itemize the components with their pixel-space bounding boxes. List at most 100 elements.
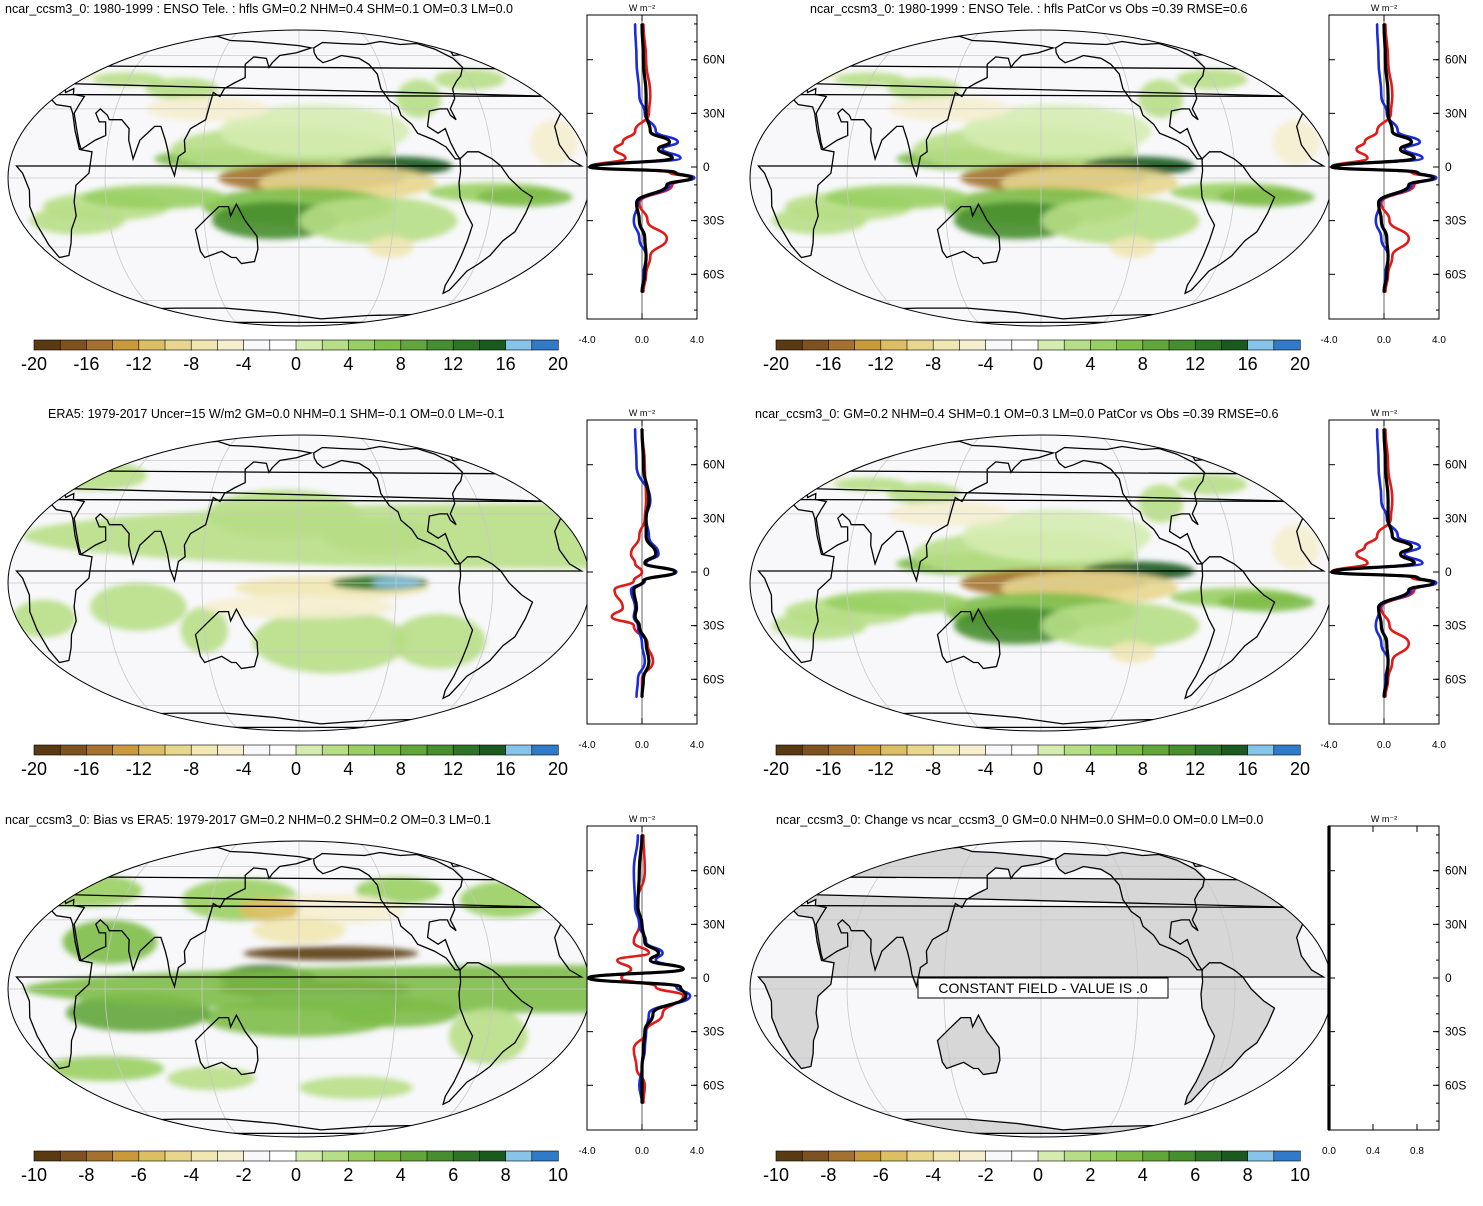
profile-point-obs: [1376, 23, 1379, 25]
colorbar-swatch: [33, 1150, 61, 1162]
profile-point-model: [635, 1066, 638, 1069]
profile-point-difference: [674, 171, 676, 174]
anomaly-blob: [81, 185, 227, 210]
profile-point-difference: [641, 428, 643, 430]
colorbar-swatch: [479, 1150, 507, 1162]
colorbar-swatch: [505, 1150, 533, 1162]
x-tick-label: -4.0: [1320, 335, 1338, 346]
colorbar-swatch: [243, 744, 271, 756]
colorbar: -20 -16 -12 -8 -4 0 4 8 12 16 20: [763, 339, 1310, 374]
anomaly-blob: [823, 185, 969, 210]
profile-point-obs: [638, 94, 641, 97]
longitude-line: [846, 435, 928, 731]
lat-tick-label: 60N: [1445, 864, 1467, 878]
profile-point-difference: [632, 588, 635, 591]
profile-point-difference: [668, 141, 671, 143]
profile-point-model: [643, 869, 646, 872]
colorbar-label: 20: [1290, 759, 1310, 779]
colorbar-swatch: [906, 744, 934, 756]
colorbar-label: -4: [978, 354, 994, 374]
anomaly-blob: [799, 466, 841, 486]
colorbar-swatch: [112, 1150, 140, 1162]
longitude-line: [201, 30, 243, 326]
lat-tick-label: 30N: [703, 917, 725, 931]
profile-point-obs: [689, 994, 692, 997]
zonal-profile: 60N 30N 0 30S 60S -4.0 0.0 4.0 W m⁻²: [578, 408, 725, 751]
profile-point-obs: [693, 176, 696, 179]
profile-point-model: [621, 606, 624, 609]
longitude-line: [355, 841, 397, 1137]
colorbar-swatch: [775, 339, 803, 351]
colorbar-swatch: [1142, 1150, 1170, 1162]
longitude-line: [355, 30, 397, 326]
lat-tick-label: 30N: [1445, 511, 1467, 525]
profile-point-model: [1391, 255, 1394, 258]
profile-point-model: [1413, 588, 1416, 591]
colorbar-swatch: [1142, 744, 1170, 756]
profile-point-difference: [649, 130, 652, 133]
colorbar-swatch: [531, 1150, 559, 1162]
colorbar-swatch: [452, 744, 481, 756]
profile-point-obs: [1418, 546, 1421, 548]
colorbar-swatch: [243, 339, 271, 351]
colorbar-label: 0: [1033, 354, 1043, 374]
colorbar-swatch: [854, 1150, 882, 1162]
coastline-n-america: [313, 851, 464, 971]
lat-tick-label: 0: [703, 971, 710, 985]
anomaly-blob: [44, 1055, 165, 1082]
profile-point-difference: [1377, 606, 1380, 609]
profile-point-difference: [1383, 291, 1385, 294]
colorbar-swatch: [426, 744, 454, 756]
profile-point-obs: [1403, 553, 1406, 556]
profile-point-difference: [641, 696, 643, 699]
colorbar-swatch: [1273, 1150, 1301, 1162]
profile-point-model: [1363, 141, 1366, 143]
profile-point-difference: [641, 1102, 643, 1105]
profile-point-model: [1391, 499, 1394, 502]
colorbar-swatch: [190, 1150, 218, 1162]
colorbar-swatch: [1011, 339, 1039, 351]
x-tick-label: -4.0: [1320, 740, 1338, 751]
profile-point-difference: [1413, 157, 1416, 159]
anomaly-blob: [12, 599, 76, 638]
anomaly-blob: [1138, 484, 1184, 523]
x-tick-label: 0.0: [635, 335, 649, 346]
lat-tick-label: 60N: [703, 864, 725, 878]
profile-point-model: [634, 562, 637, 564]
profile-point-difference: [654, 553, 657, 556]
profile-point-difference: [1383, 696, 1385, 699]
x-tick-label: 0.0: [1377, 335, 1391, 346]
map-area: [8, 30, 590, 326]
profile-point-model: [616, 959, 619, 962]
lat-tick-label: 30S: [1445, 619, 1466, 633]
coastline-australia: [936, 202, 1001, 265]
map-area: [750, 435, 1332, 731]
colorbar-label: 12: [1185, 354, 1205, 374]
lat-tick-label: 30S: [1445, 214, 1466, 228]
colorbar-swatch: [828, 744, 856, 756]
profile-point-model: [1407, 237, 1410, 240]
colorbar-swatch: [59, 339, 88, 351]
profile-point-model: [621, 141, 624, 143]
colorbar-swatch: [164, 744, 192, 756]
x-tick-label: 0.0: [635, 1146, 649, 1157]
longitude-line: [104, 435, 186, 731]
colorbar-label: 4: [1138, 1165, 1148, 1185]
lat-tick-label: 30N: [703, 106, 725, 120]
profile-point-model: [1366, 562, 1369, 564]
profile-point-difference: [645, 517, 648, 520]
profile-point-difference: [1407, 588, 1410, 591]
coastline-n-america: [1055, 445, 1206, 565]
colorbar: -10 -8 -6 -4 -2 0 2 4 6 8 10: [21, 1150, 568, 1185]
zonal-profile: 60N 30N 0 30S 60S 0.0 0.4 0.8 W m⁻²: [1322, 814, 1467, 1157]
coastline-africa: [15, 498, 584, 664]
colorbar-swatch: [1063, 744, 1092, 756]
longitude-line: [846, 841, 928, 1137]
profile-point-difference: [641, 23, 643, 25]
colorbar-swatch: [112, 744, 140, 756]
colorbar-swatch: [801, 339, 830, 351]
colorbar-swatch: [775, 1150, 803, 1162]
anomaly-blob: [1138, 79, 1184, 118]
anomaly-blob: [299, 197, 458, 244]
profile-point-difference: [1377, 201, 1380, 204]
